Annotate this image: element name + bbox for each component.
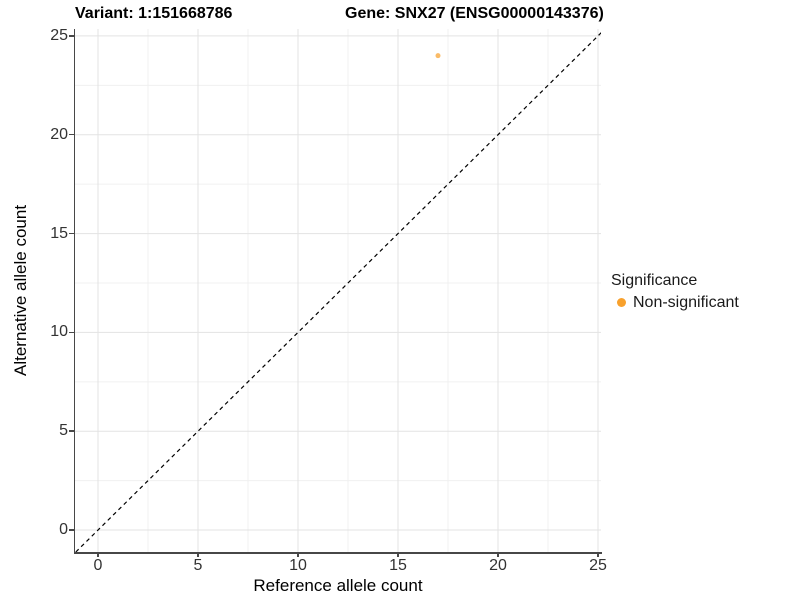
y-tick-mark [69,232,74,235]
x-tick-label: 10 [289,557,307,574]
x-tick-label: 15 [389,557,407,574]
x-tick-label: 20 [489,557,507,574]
x-tick-mark [197,552,199,557]
legend-point-icon [617,298,626,307]
x-tick-label: 5 [193,557,203,574]
y-tick-label: 25 [50,26,68,44]
x-axis-title: Reference allele count [253,576,423,595]
x-tick-label: 0 [93,557,103,574]
y-tick-label: 10 [50,323,68,341]
plot-canvas [75,29,601,552]
legend-title: Significance [611,272,698,289]
variant-title: Variant: 1:151668786 [75,5,233,22]
legend-item-non-significant: Non-significant [611,293,739,312]
y-tick-label: 20 [50,125,68,143]
x-tick-label: 25 [589,557,607,574]
data-point [435,53,441,59]
legend-item-label: Non-significant [633,294,739,311]
identity-dashed-line [75,32,601,552]
y-tick-mark [69,133,74,136]
gene-title: Gene: SNX27 (ENSG00000143376) [345,5,604,22]
y-axis-title: Alternative allele count [11,204,30,377]
y-tick-mark [69,529,74,531]
x-tick-mark [297,552,299,557]
x-tick-mark [497,552,499,557]
y-tick-mark [69,430,74,432]
y-tick-mark [69,35,74,37]
plot-panel [75,29,601,552]
x-tick-mark [597,552,599,557]
y-tick-label: 0 [59,521,68,539]
x-axis-line [73,552,602,554]
y-tick-label: 15 [50,224,68,242]
y-tick-mark [69,331,74,334]
y-tick-label: 5 [59,422,68,440]
legend: Significance Non-significant [611,271,739,312]
x-tick-mark [97,552,99,557]
x-tick-mark [397,552,399,557]
y-axis-line [73,29,75,553]
